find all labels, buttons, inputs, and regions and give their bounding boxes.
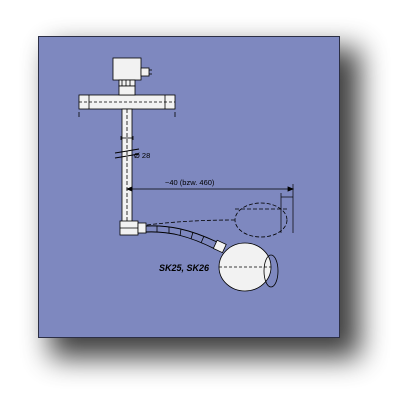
terminal-head: [112, 57, 152, 87]
model-label: SK25, SK26: [159, 263, 210, 273]
vertical-tube: [114, 108, 140, 228]
flexible-arm: [145, 225, 218, 250]
length-dimension: [125, 184, 295, 233]
diagram-panel: Ø 28 ~40 (bzw. 460) SK25, SK26: [38, 36, 340, 338]
diameter-label: Ø 28: [134, 151, 150, 160]
float-ball: [212, 239, 279, 292]
float-switch-drawing: Ø 28 ~40 (bzw. 460) SK25, SK26: [78, 57, 295, 292]
mounting-flange: [78, 85, 176, 117]
elbow-fitting: [119, 220, 147, 236]
float-ball-alt-position: [146, 202, 289, 238]
length-label: ~40 (bzw. 460): [165, 178, 215, 187]
